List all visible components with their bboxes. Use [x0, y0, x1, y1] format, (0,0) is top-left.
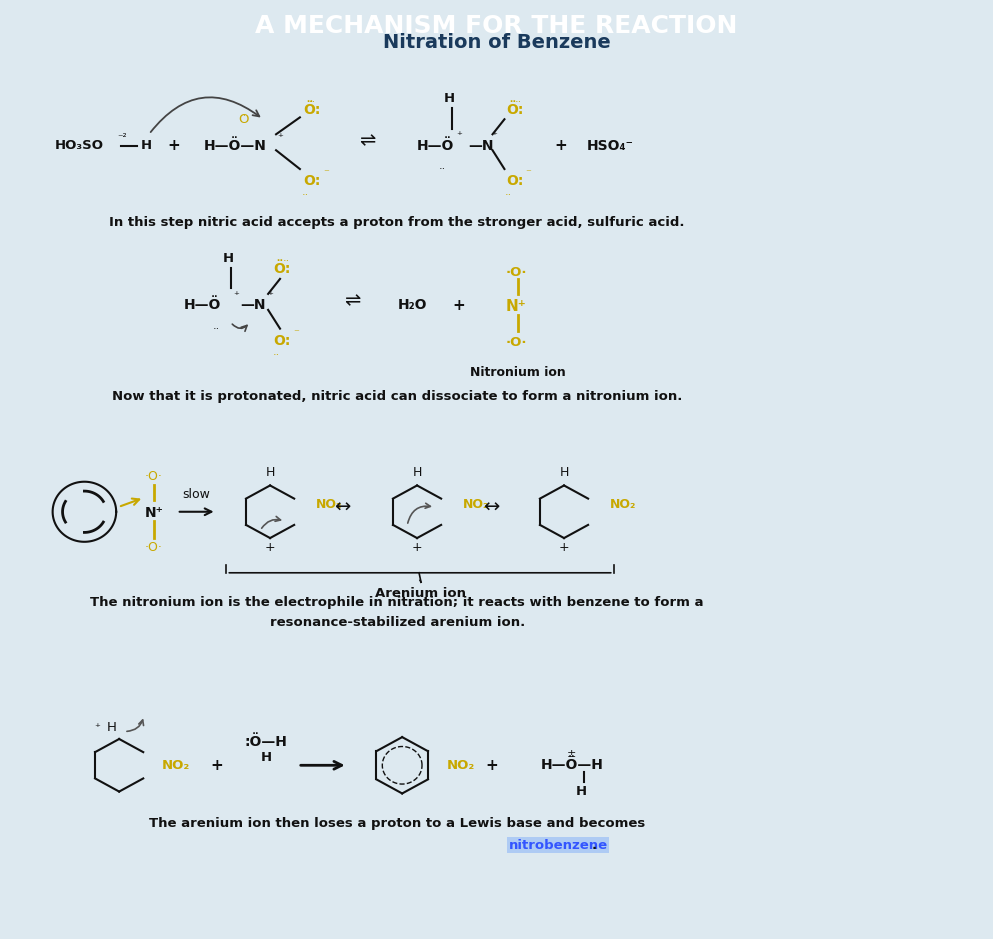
- Text: Nitration of Benzene: Nitration of Benzene: [382, 33, 611, 52]
- Text: —N: —N: [469, 139, 495, 152]
- Text: ·O·: ·O·: [145, 470, 163, 483]
- Text: O:: O:: [273, 334, 290, 347]
- Text: H₂O: H₂O: [397, 299, 427, 312]
- Text: Now that it is protonated, nitric acid can dissociate to form a nitronium ion.: Now that it is protonated, nitric acid c…: [112, 390, 682, 403]
- Text: slow: slow: [183, 488, 211, 501]
- Text: H: H: [575, 785, 587, 798]
- Text: ↔: ↔: [484, 498, 499, 516]
- Text: H—Ö—H: H—Ö—H: [541, 759, 604, 772]
- Text: ·O·: ·O·: [505, 336, 527, 349]
- Text: O:: O:: [303, 175, 320, 188]
- Text: ..: ..: [504, 188, 512, 197]
- Text: ⁺: ⁺: [492, 131, 497, 141]
- Text: .: .: [591, 839, 597, 852]
- Text: O: O: [238, 113, 248, 126]
- Text: HSO₄⁻: HSO₄⁻: [587, 139, 635, 152]
- Text: Nitronium ion: Nitronium ion: [471, 366, 566, 379]
- Text: N⁺: N⁺: [144, 506, 164, 519]
- Text: ⁺: ⁺: [233, 291, 239, 300]
- Text: The nitronium ion is the electrophile in nitration; it reacts with benzene to fo: The nitronium ion is the electrophile in…: [90, 596, 704, 609]
- Text: ⁻: ⁻: [525, 169, 531, 178]
- FancyArrowPatch shape: [408, 503, 430, 523]
- Text: H: H: [106, 721, 116, 734]
- Text: nitrobenzene: nitrobenzene: [508, 839, 608, 852]
- Text: HO₃SO: HO₃SO: [55, 139, 103, 152]
- Text: ·O·: ·O·: [505, 266, 527, 279]
- Text: NO₂: NO₂: [316, 498, 343, 511]
- Text: NO₂: NO₂: [463, 498, 490, 511]
- Text: The arenium ion then loses a proton to a Lewis base and becomes: The arenium ion then loses a proton to a…: [149, 817, 645, 830]
- Text: resonance-stabilized arenium ion.: resonance-stabilized arenium ion.: [269, 616, 525, 629]
- Text: +: +: [412, 541, 422, 554]
- FancyArrowPatch shape: [121, 499, 139, 506]
- Text: NO₂: NO₂: [162, 759, 190, 772]
- Text: H—Ö—N: H—Ö—N: [204, 139, 266, 152]
- Text: ⇌: ⇌: [359, 131, 375, 150]
- Text: ·O·: ·O·: [145, 541, 163, 554]
- Text: ⁻: ⁻: [293, 329, 299, 338]
- FancyArrowPatch shape: [127, 720, 144, 731]
- Text: ±: ±: [566, 749, 576, 759]
- Text: ↔: ↔: [335, 498, 351, 516]
- Text: Ö:: Ö:: [506, 103, 523, 116]
- Text: H—Ö: H—Ö: [417, 139, 455, 152]
- Text: +: +: [211, 758, 222, 773]
- Text: Ö:: Ö:: [303, 103, 320, 116]
- Text: —N: —N: [240, 299, 266, 312]
- FancyArrowPatch shape: [262, 516, 280, 529]
- Text: H: H: [559, 466, 569, 479]
- Text: ⁺: ⁺: [94, 723, 100, 732]
- FancyArrowPatch shape: [232, 324, 247, 331]
- Text: ..: ..: [302, 188, 310, 197]
- Text: Ö:: Ö:: [273, 263, 290, 276]
- Text: ..: ..: [239, 108, 247, 117]
- Text: ⁻: ⁻: [323, 169, 329, 178]
- Text: Arenium ion: Arenium ion: [374, 587, 466, 600]
- Text: ..: ..: [272, 347, 280, 357]
- Text: In this step nitric acid accepts a proton from the stronger acid, sulfuric acid.: In this step nitric acid accepts a proto…: [109, 216, 685, 229]
- Text: ⁺: ⁺: [456, 131, 462, 141]
- Text: NO₂: NO₂: [610, 498, 637, 511]
- Text: O:: O:: [506, 175, 523, 188]
- Text: ⇌: ⇌: [345, 291, 360, 310]
- Text: +: +: [559, 541, 569, 554]
- Text: H: H: [412, 466, 422, 479]
- Text: +: +: [486, 758, 497, 773]
- FancyArrowPatch shape: [151, 98, 259, 132]
- Text: +: +: [453, 298, 465, 313]
- Text: ..: ..: [514, 94, 522, 103]
- Text: H: H: [260, 751, 272, 764]
- Text: ..: ..: [438, 162, 446, 171]
- Text: ⁻²: ⁻²: [117, 133, 127, 143]
- Text: ..: ..: [282, 254, 290, 263]
- Text: +: +: [555, 138, 567, 153]
- Text: N⁺: N⁺: [506, 299, 526, 314]
- Text: ..: ..: [309, 94, 317, 103]
- Text: +: +: [265, 541, 275, 554]
- Text: NO₂: NO₂: [447, 759, 475, 772]
- Text: :Ö—H: :Ö—H: [244, 735, 288, 748]
- Text: +: +: [168, 138, 180, 153]
- Text: ⁺: ⁺: [267, 291, 273, 300]
- Text: H—Ö: H—Ö: [184, 299, 221, 312]
- Text: ..: ..: [213, 321, 220, 331]
- Text: H: H: [265, 466, 275, 479]
- Text: A MECHANISM FOR THE REACTION: A MECHANISM FOR THE REACTION: [255, 14, 738, 38]
- Text: H: H: [222, 252, 234, 265]
- Text: H: H: [141, 139, 152, 152]
- Text: ⁺: ⁺: [277, 133, 283, 143]
- Text: H: H: [443, 92, 455, 105]
